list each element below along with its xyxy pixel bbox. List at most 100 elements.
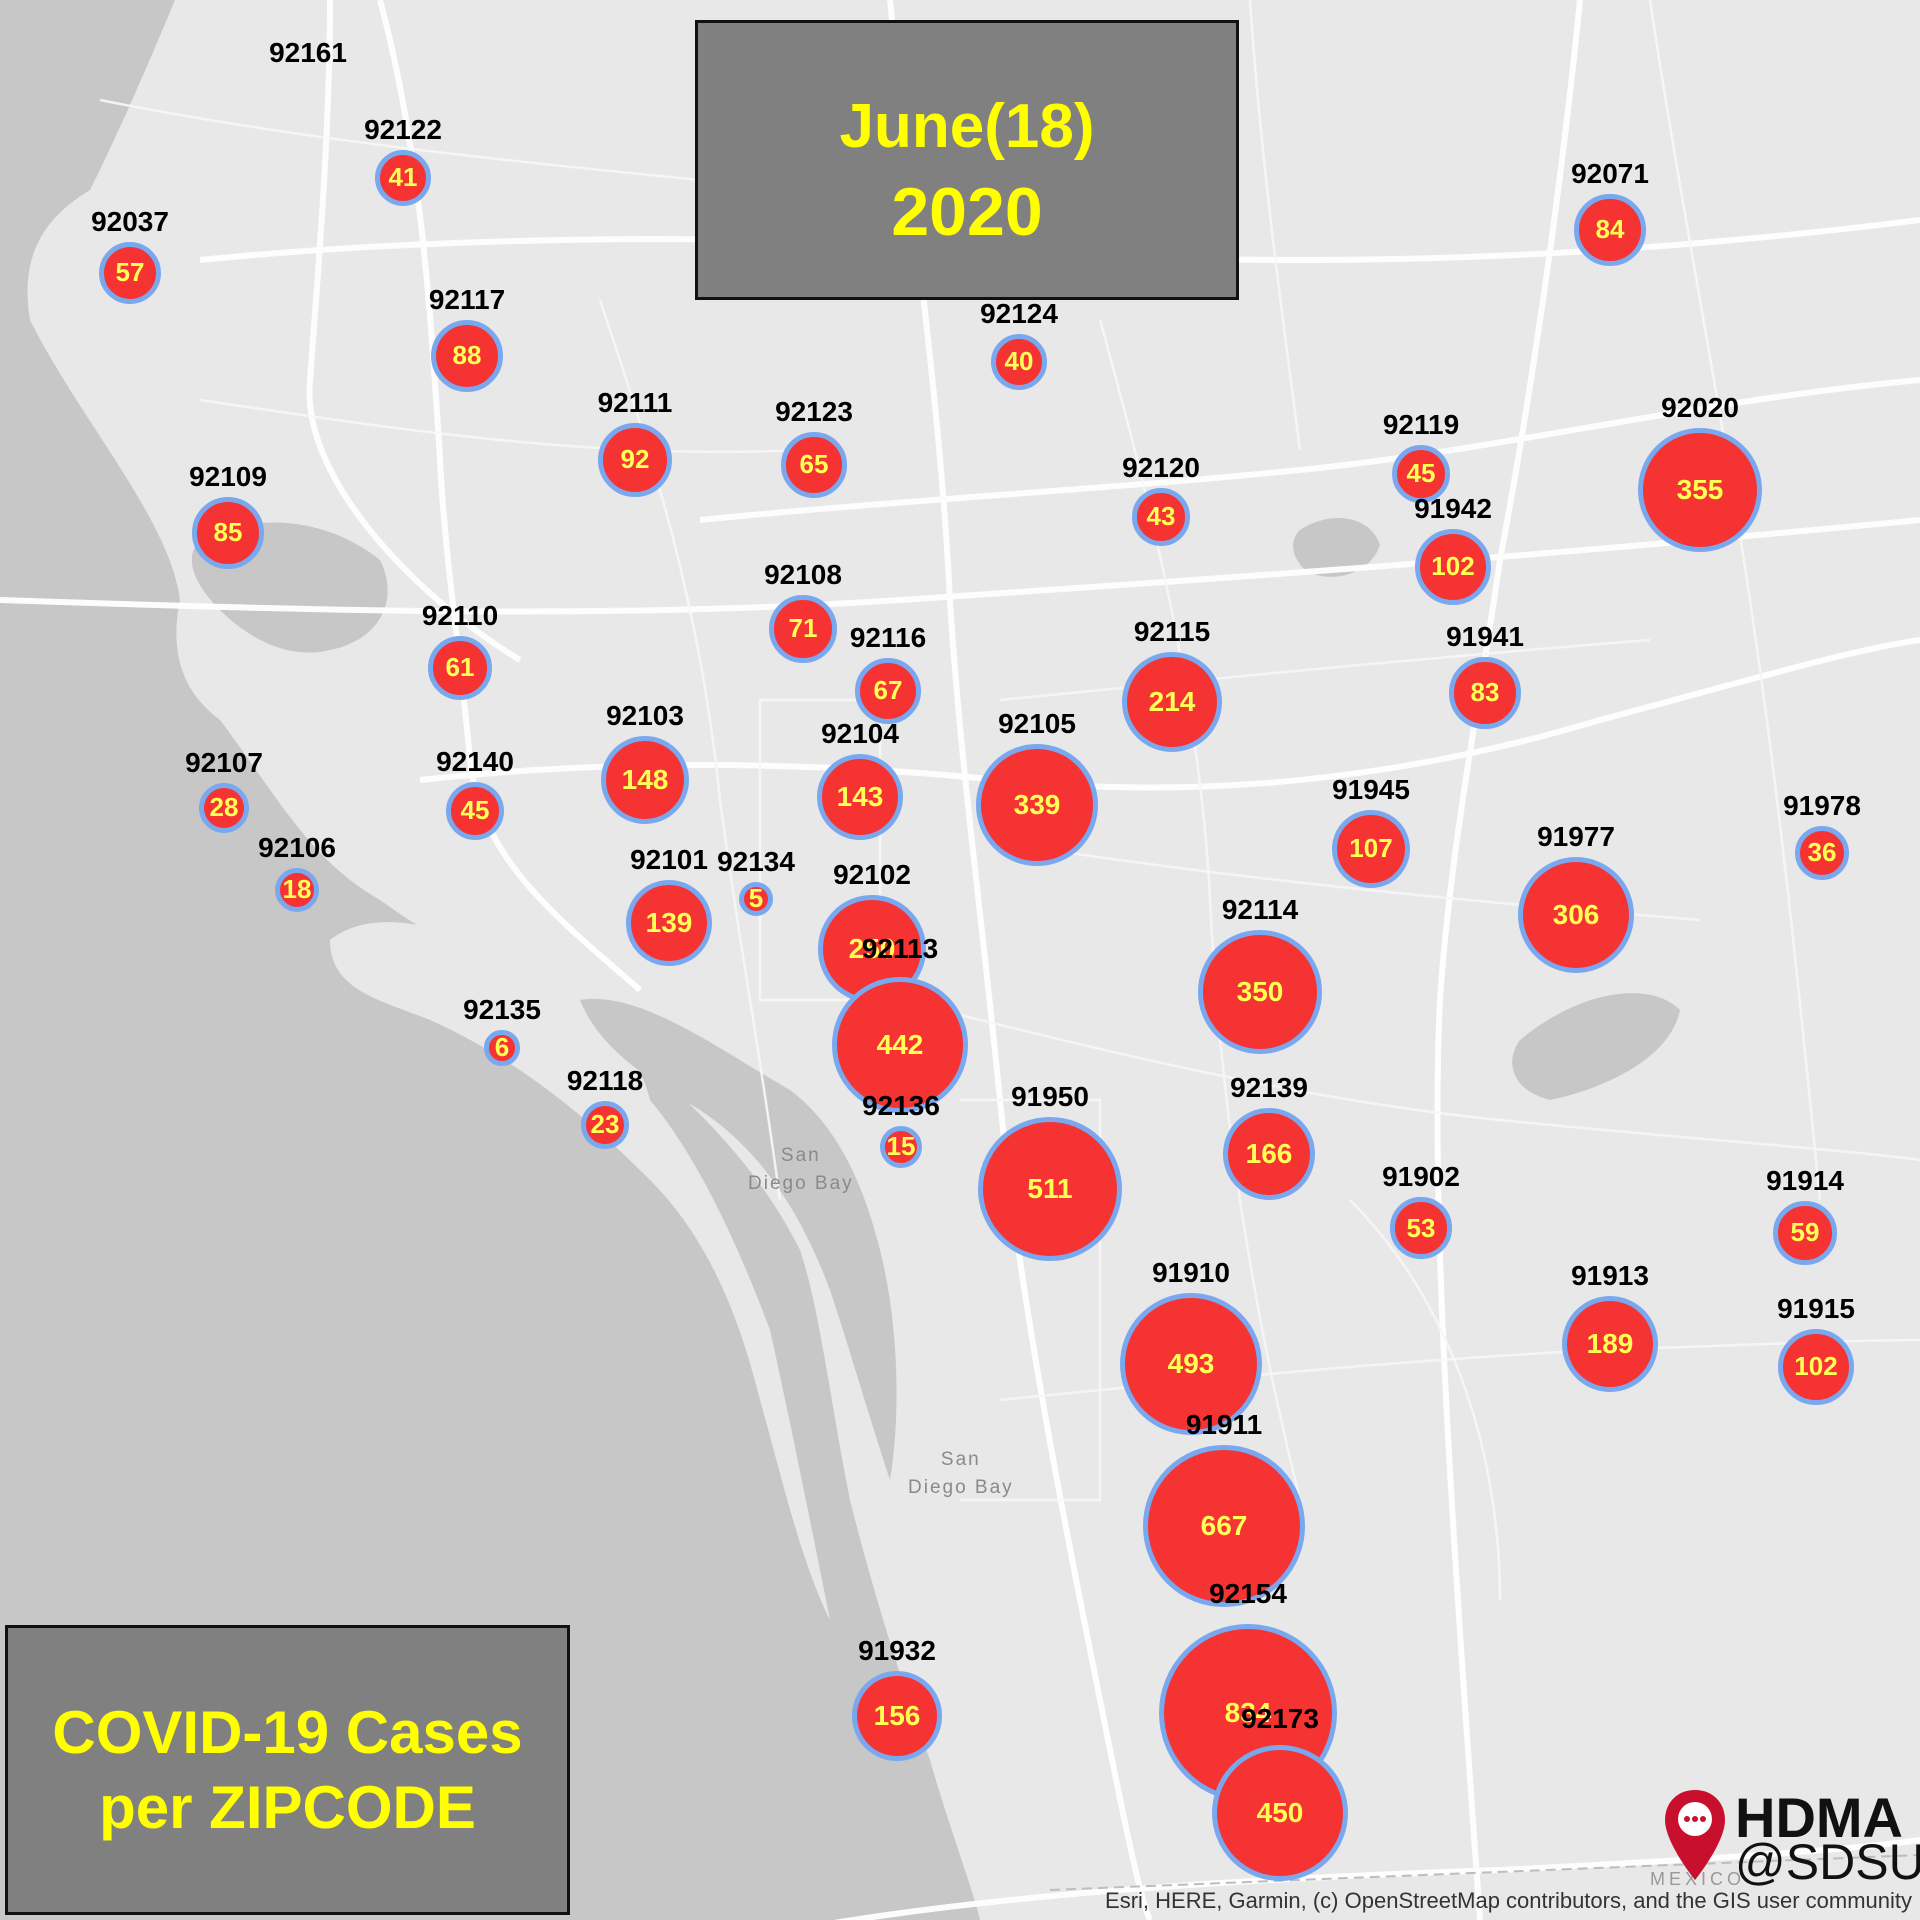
case-bubble-92173[interactable]: 450 (1211, 1744, 1349, 1882)
zip-label-92173: 92173 (1241, 1702, 1319, 1734)
zip-label-92110: 92110 (421, 599, 499, 631)
zip-label-92071: 92071 (1571, 158, 1649, 190)
zip-label-92124: 92124 (980, 297, 1058, 329)
case-bubble-92111[interactable]: 92 (598, 423, 672, 497)
hdma-logo: HDMA @SDSU (1655, 1785, 1920, 1890)
map-title-box: COVID-19 Cases per ZIPCODE (5, 1625, 570, 1915)
case-bubble-92119[interactable]: 45 (1391, 444, 1451, 504)
san-diego-bay (580, 998, 897, 1480)
case-bubble-92123[interactable]: 65 (781, 432, 847, 498)
zip-label-92102: 92102 (833, 859, 911, 891)
zip-label-92123: 92123 (775, 396, 853, 428)
case-bubble-92037[interactable]: 57 (98, 241, 162, 305)
case-bubble-92108[interactable]: 71 (769, 595, 837, 663)
case-bubble-92115[interactable]: 214 (1121, 651, 1223, 753)
case-bubble-91913[interactable]: 189 (1561, 1295, 1659, 1393)
case-bubble-92106[interactable]: 18 (274, 867, 320, 913)
zip-label-92037: 92037 (91, 205, 169, 237)
case-bubble-92136[interactable]: 15 (879, 1125, 923, 1169)
case-bubble-92107[interactable]: 28 (198, 782, 250, 834)
case-bubble-92104[interactable]: 143 (816, 753, 904, 841)
zip-label-92122: 92122 (364, 113, 442, 145)
zip-label-92140: 92140 (436, 745, 514, 777)
case-bubble-92101[interactable]: 139 (626, 880, 712, 966)
zip-label-91914: 91914 (1766, 1165, 1844, 1197)
zip-label-91977: 91977 (1537, 820, 1615, 852)
zip-label-92161: 92161 (269, 37, 347, 68)
case-bubble-92105[interactable]: 339 (976, 744, 1098, 866)
zip-label-92020: 92020 (1661, 392, 1739, 424)
case-bubble-92124[interactable]: 40 (990, 333, 1048, 391)
case-bubble-92140[interactable]: 45 (445, 781, 505, 841)
water-label-san-diego-bay: San Diego Bay (748, 1145, 854, 1194)
zip-label-92109: 92109 (189, 461, 267, 493)
case-bubble-92110[interactable]: 61 (427, 635, 493, 701)
case-bubble-91914[interactable]: 59 (1773, 1201, 1837, 1265)
map-pin-icon (1665, 1790, 1725, 1880)
case-bubble-92113[interactable]: 442 (832, 977, 968, 1113)
zip-label-92119: 92119 (1382, 408, 1460, 440)
case-bubble-91977[interactable]: 306 (1517, 856, 1635, 974)
case-bubble-91950[interactable]: 511 (977, 1116, 1123, 1262)
case-bubble-92120[interactable]: 43 (1132, 488, 1190, 546)
case-bubble-91915[interactable]: 102 (1777, 1328, 1855, 1406)
case-bubble-92109[interactable]: 85 (192, 497, 264, 569)
case-bubble-92134[interactable]: 5 (738, 881, 774, 917)
case-bubble-91910[interactable]: 493 (1120, 1293, 1262, 1435)
case-bubble-91932[interactable]: 156 (852, 1671, 942, 1761)
case-bubble-92118[interactable]: 23 (581, 1101, 629, 1149)
zip-label-92114: 92114 (1221, 894, 1299, 926)
case-bubble-92116[interactable]: 67 (854, 657, 922, 725)
zip-label-91911: 91911 (1185, 1409, 1263, 1441)
zip-label-92113: 92113 (861, 933, 939, 965)
zip-label-91902: 91902 (1382, 1161, 1460, 1193)
logo-sdsu-text: @SDSU (1735, 1834, 1920, 1890)
case-bubble-91911[interactable]: 667 (1143, 1445, 1305, 1607)
zip-label-91978: 91978 (1783, 789, 1861, 821)
zip-label-92135: 92135 (463, 994, 541, 1026)
zip-label-91932: 91932 (858, 1635, 936, 1667)
zip-label-92115: 92115 (1133, 615, 1211, 647)
case-bubble-91941[interactable]: 83 (1449, 657, 1521, 729)
case-bubble-91942[interactable]: 102 (1414, 528, 1492, 606)
zip-label-91950: 91950 (1011, 1080, 1089, 1112)
year-title: 2020 (891, 174, 1043, 250)
case-bubble-91945[interactable]: 107 (1332, 810, 1410, 888)
case-bubble-92020[interactable]: 355 (1638, 428, 1762, 552)
case-bubble-92139[interactable]: 166 (1223, 1108, 1315, 1200)
logo-hdma-text: HDMA (1735, 1786, 1903, 1849)
zip-label-92103: 92103 (606, 700, 684, 732)
zip-label-92116: 92116 (849, 621, 927, 653)
zip-label-92120: 92120 (1122, 452, 1200, 484)
zip-label-92154: 92154 (1209, 1578, 1287, 1610)
case-bubble-92135[interactable]: 6 (484, 1030, 520, 1066)
zip-label-91941: 91941 (1446, 621, 1524, 653)
coronado-peninsula (330, 922, 830, 1620)
pacific-ocean (0, 0, 980, 1920)
zip-label-91913: 91913 (1571, 1259, 1649, 1291)
case-bubble-92122[interactable]: 41 (374, 149, 432, 207)
case-bubble-91978[interactable]: 36 (1794, 825, 1850, 881)
zip-label-91945: 91945 (1332, 774, 1410, 806)
zip-label-91910: 91910 (1152, 1257, 1230, 1289)
zip-label-92111: 92111 (597, 387, 673, 419)
zip-label-92107: 92107 (185, 746, 263, 778)
case-bubble-92114[interactable]: 350 (1198, 930, 1322, 1054)
case-bubble-91902[interactable]: 53 (1390, 1197, 1452, 1259)
zip-label-92108: 92108 (764, 559, 842, 591)
water-label-san-diego-bay: San Diego Bay (908, 1449, 1014, 1498)
case-bubble-92071[interactable]: 84 (1574, 194, 1646, 266)
zip-label-92106: 92106 (258, 831, 336, 863)
date-title: June(18) (839, 92, 1095, 161)
case-bubble-92103[interactable]: 148 (601, 736, 689, 824)
map-title-line1: COVID-19 Cases (52, 1699, 523, 1766)
zip-label-92139: 92139 (1230, 1072, 1308, 1104)
lake (1293, 518, 1380, 577)
case-bubble-92117[interactable]: 88 (430, 319, 504, 393)
border-line (1049, 1854, 1920, 1891)
zip-label-92134: 92134 (717, 845, 795, 877)
lake (1512, 993, 1680, 1100)
zip-label-92104: 92104 (821, 717, 899, 749)
zip-label-92105: 92105 (998, 708, 1076, 740)
